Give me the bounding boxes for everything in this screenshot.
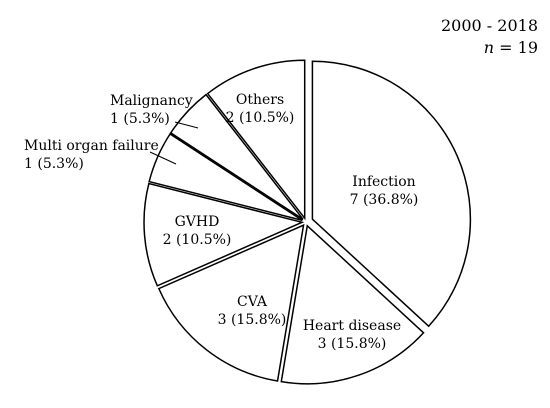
pie-slice-cva — [157, 223, 305, 382]
leader-line — [149, 151, 177, 165]
slice-label-value: 2 (10.5%) — [226, 110, 295, 126]
n-symbol: n — [483, 38, 495, 57]
slice-label-malignancy: Malignancy 1 (5.3%) — [110, 93, 193, 127]
slice-label-infection: Infection 7 (36.8%) — [350, 174, 419, 208]
pie-slice-others — [206, 59, 306, 221]
sample-size-label: n = 19 — [484, 38, 538, 57]
slice-label-value: 1 (5.3%) — [110, 111, 170, 127]
pie-slice-heart-disease — [280, 224, 425, 385]
period-label: 2000 - 2018 — [441, 16, 538, 35]
slice-label-heart-disease: Heart disease 3 (15.8%) — [303, 318, 401, 352]
slice-label-name: GVHD — [175, 214, 220, 230]
pie-slice-infection — [311, 60, 472, 328]
leader-line — [174, 121, 199, 129]
slice-label-name: Others — [236, 92, 284, 108]
slice-label-name: Malignancy — [110, 93, 193, 109]
slice-label-multi-organ-failure: Multi organ failure 1 (5.3%) — [24, 138, 159, 172]
slice-label-value: 1 (5.3%) — [24, 156, 84, 172]
n-value: = 19 — [494, 38, 538, 57]
slice-label-value: 7 (36.8%) — [350, 192, 419, 208]
slice-label-value: 2 (10.5%) — [163, 232, 232, 248]
slice-label-name: Infection — [352, 174, 415, 190]
slice-label-cva: CVA 3 (15.8%) — [218, 294, 287, 328]
pie-slice-gvhd — [143, 182, 305, 287]
slice-label-gvhd: GVHD 2 (10.5%) — [163, 214, 232, 248]
slice-label-name: Heart disease — [303, 318, 401, 334]
slice-label-others: Others 2 (10.5%) — [226, 92, 295, 126]
slice-label-name: Multi organ failure — [24, 138, 159, 154]
period-text: 2000 - 2018 — [440, 16, 538, 35]
pie-slice-multi-organ-failure — [148, 132, 303, 222]
pie-slice-malignancy — [169, 93, 304, 220]
slice-label-name: CVA — [237, 294, 268, 310]
slice-label-value: 3 (15.8%) — [218, 312, 287, 328]
slice-label-value: 3 (15.8%) — [318, 336, 387, 352]
